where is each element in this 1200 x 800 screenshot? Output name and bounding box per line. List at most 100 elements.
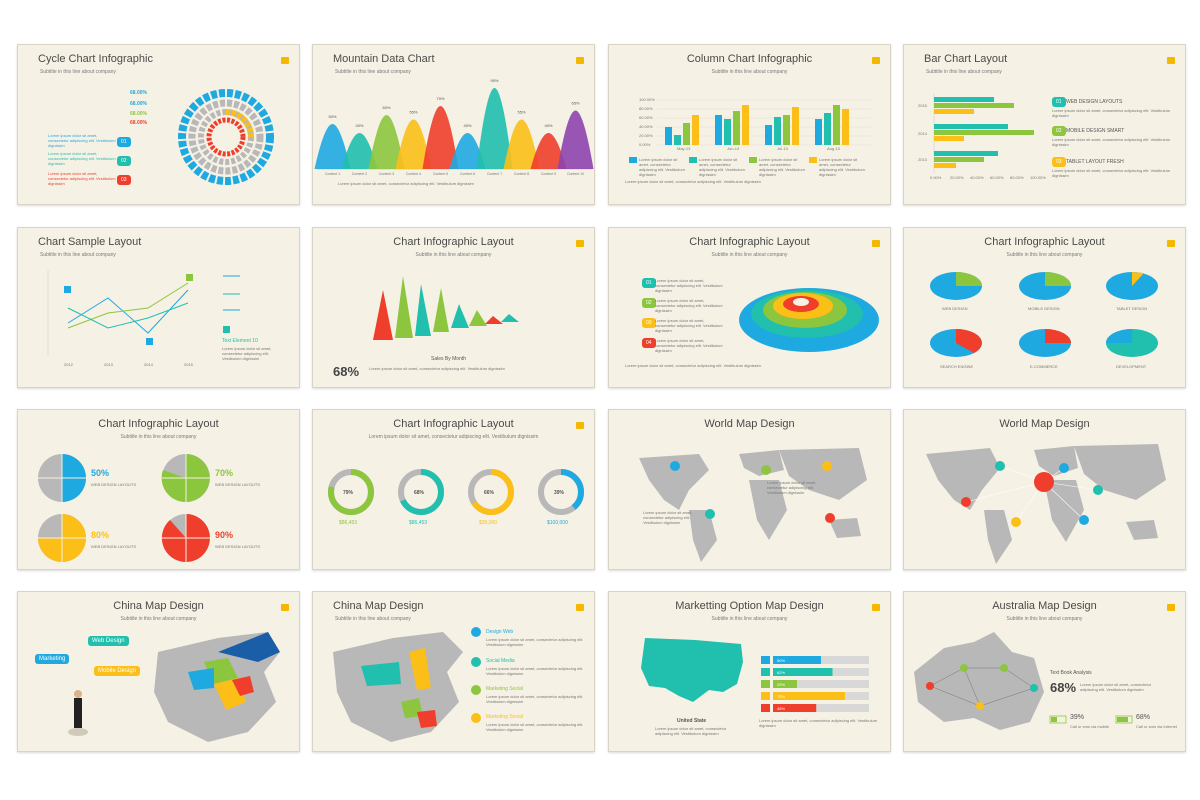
horizontal-bar [934, 97, 994, 102]
slide-donut-chart[interactable]: Chart Infographic Layout Lorem ipsum dol… [312, 409, 595, 570]
slide-pie-grid[interactable]: Chart Infographic Layout Subtitle in thi… [903, 227, 1186, 388]
item-label: WEB DESIGN LAYOUTS [1066, 99, 1123, 105]
column-bar [842, 109, 849, 145]
logo-icon [1167, 604, 1175, 611]
slide-australia-map[interactable]: Australia Map Design Subtitle in this li… [903, 591, 1186, 752]
mountain-peak [557, 110, 594, 169]
year-label: 2013 [918, 157, 927, 162]
slide-title: Cycle Chart Infographic [38, 53, 153, 65]
item-text: Lorem ipsum dolor sit amet, consectetur … [1052, 137, 1171, 147]
slide-china-map-2[interactable]: China Map Design Subtitle in this line a… [312, 591, 595, 752]
peak-label: 90% [490, 78, 498, 83]
slide-world-map-1[interactable]: World Map Design Lorem ipsum dolor sit a… [608, 409, 891, 570]
slide-subtitle: Subtitle in this line about company [40, 252, 116, 258]
line-chart-figure [47, 270, 240, 356]
item-label: WEB DESIGN LAYOUTS [91, 544, 137, 549]
pie-label: SEARCH ENGINE [940, 364, 974, 369]
content-label: Content 4 [406, 172, 421, 176]
slide-subtitle: Subtitle in this line about company [711, 69, 788, 75]
slide-segment-pies[interactable]: Chart Infographic Layout Subtitle in thi… [17, 409, 300, 570]
list-heading: Marketing Social [486, 714, 523, 720]
donut-value: $100,000 [547, 520, 568, 526]
column-bar [742, 105, 749, 145]
content-label: Content 3 [379, 172, 394, 176]
logo-icon [576, 240, 584, 247]
china-map-figure [68, 632, 280, 742]
donut-value: $86,453 [339, 520, 358, 526]
content-label: Content 8 [514, 172, 529, 176]
content-label: Content 9 [541, 172, 556, 176]
stat-percent: 39% [1070, 714, 1085, 721]
column-bar [833, 105, 840, 145]
mountain-peak [503, 119, 540, 169]
peak-label: 60% [382, 105, 390, 110]
peak-label: 55% [517, 110, 525, 115]
mountain-peak [368, 115, 405, 169]
element-text: Lorem ipsum dolor sit amet, consectetur … [222, 346, 272, 361]
peak-label: 40% [544, 123, 552, 128]
year-label: 2015 [918, 103, 927, 108]
slide-cone-chart[interactable]: Chart Infographic Layout Subtitle in thi… [312, 227, 595, 388]
slide-china-map-1[interactable]: China Map Design Subtitle in this line a… [17, 591, 300, 752]
step-number: 01 [642, 278, 656, 288]
item-label: WEB DESIGN LAYOUTS [215, 544, 261, 549]
donut-percent: 66% [484, 490, 495, 496]
slide-title: Chart Infographic Layout [98, 418, 219, 430]
pie-label: MOBILE DESIGN [1028, 306, 1060, 311]
china-map-figure [333, 627, 481, 742]
slide-line-chart[interactable]: Chart Sample Layout Subtitle in this lin… [17, 227, 300, 388]
column-bar [692, 115, 699, 145]
slide-title: China Map Design [333, 600, 424, 612]
content-label: Content 6 [460, 172, 475, 176]
logo-icon [281, 604, 289, 611]
slide-title: Mountain Data Chart [333, 53, 435, 65]
slide-subtitle: Subtitle in this line about company [1006, 616, 1083, 622]
list-text: Lorem ipsum dolor sit amet, consectetur … [486, 637, 584, 647]
horizontal-bar [934, 109, 974, 114]
column-bar [774, 117, 781, 145]
horizontal-bar [934, 124, 1008, 129]
bar-fill [773, 680, 797, 688]
list-heading: Design Web [486, 629, 514, 635]
legend-text: Lorem ipsum dolor sit amet, consectetur … [819, 157, 865, 177]
bar-track [773, 680, 869, 688]
item-number: 01 [117, 137, 131, 147]
column-bar [674, 135, 681, 145]
slide-bar-chart[interactable]: Bar Chart Layout Subtitle in this line a… [903, 44, 1186, 205]
bubble-marketing: Marketing [35, 654, 70, 664]
slide-usa-map[interactable]: Marketting Option Map Design Subtitle in… [608, 591, 891, 752]
logo-icon [1167, 240, 1175, 247]
bar-track [773, 704, 869, 712]
step-number: 04 [642, 338, 656, 348]
list-text: Lorem ipsum dolor sit amet, consectetur … [486, 694, 584, 704]
step-number: 02 [642, 298, 656, 308]
slide-cycle-chart[interactable]: Cycle Chart Infographic Subtitle in this… [17, 44, 300, 205]
x-tick: Jul-13 [777, 146, 788, 151]
ring-label: 68.00% [130, 111, 147, 117]
slide-subtitle: Subtitle in this line about company [120, 616, 197, 622]
slide-ring-chart[interactable]: Chart Infographic Layout Subtitle in thi… [608, 227, 891, 388]
mountain-chart-figure: 50% Content 1 40% Content 2 60% Content 3 55% C… [314, 78, 594, 176]
stat-label: Call or sms via mobile [1070, 724, 1110, 729]
item-label: MOBILE DESIGN SMART [1066, 128, 1125, 134]
column-chart-figure [629, 99, 871, 163]
slide-title: Chart Sample Layout [38, 236, 142, 248]
slide-subtitle: Subtitle in this line about company [1006, 252, 1083, 258]
chart-caption: Sales By Month [431, 356, 467, 362]
social-icon [761, 704, 770, 712]
horizontal-bar [934, 130, 1034, 135]
slide-subtitle: Lorem ipsum dolor sit amet, consectetur … [368, 434, 539, 440]
x-tick: 2014 [144, 362, 153, 367]
slide-title: World Map Design [704, 418, 795, 430]
step-text: Lorem ipsum dolor sit amet, consectetur … [655, 318, 723, 333]
column-bar [783, 115, 790, 145]
slide-column-chart[interactable]: Column Chart Infographic Subtitle in thi… [608, 44, 891, 205]
slide-mountain-chart[interactable]: Mountain Data Chart Subtitle in this lin… [312, 44, 595, 205]
peak-label: 65% [571, 101, 579, 106]
ring-label: 68.00% [130, 101, 147, 107]
slide-world-map-2[interactable]: World Map Design [903, 409, 1186, 570]
column-bar [665, 127, 672, 145]
logo-icon [872, 604, 880, 611]
item-text: Lorem ipsum dolor sit amet, consectetur … [1052, 168, 1171, 178]
